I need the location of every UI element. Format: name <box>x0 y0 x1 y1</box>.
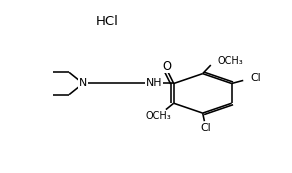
Text: N: N <box>79 79 87 89</box>
Text: O: O <box>162 60 171 73</box>
Text: NH: NH <box>146 79 162 89</box>
Text: Cl: Cl <box>200 123 211 133</box>
Text: OCH₃: OCH₃ <box>217 56 243 66</box>
Text: Cl: Cl <box>250 73 260 83</box>
Text: OCH₃: OCH₃ <box>145 111 171 121</box>
Text: HCl: HCl <box>95 15 118 28</box>
